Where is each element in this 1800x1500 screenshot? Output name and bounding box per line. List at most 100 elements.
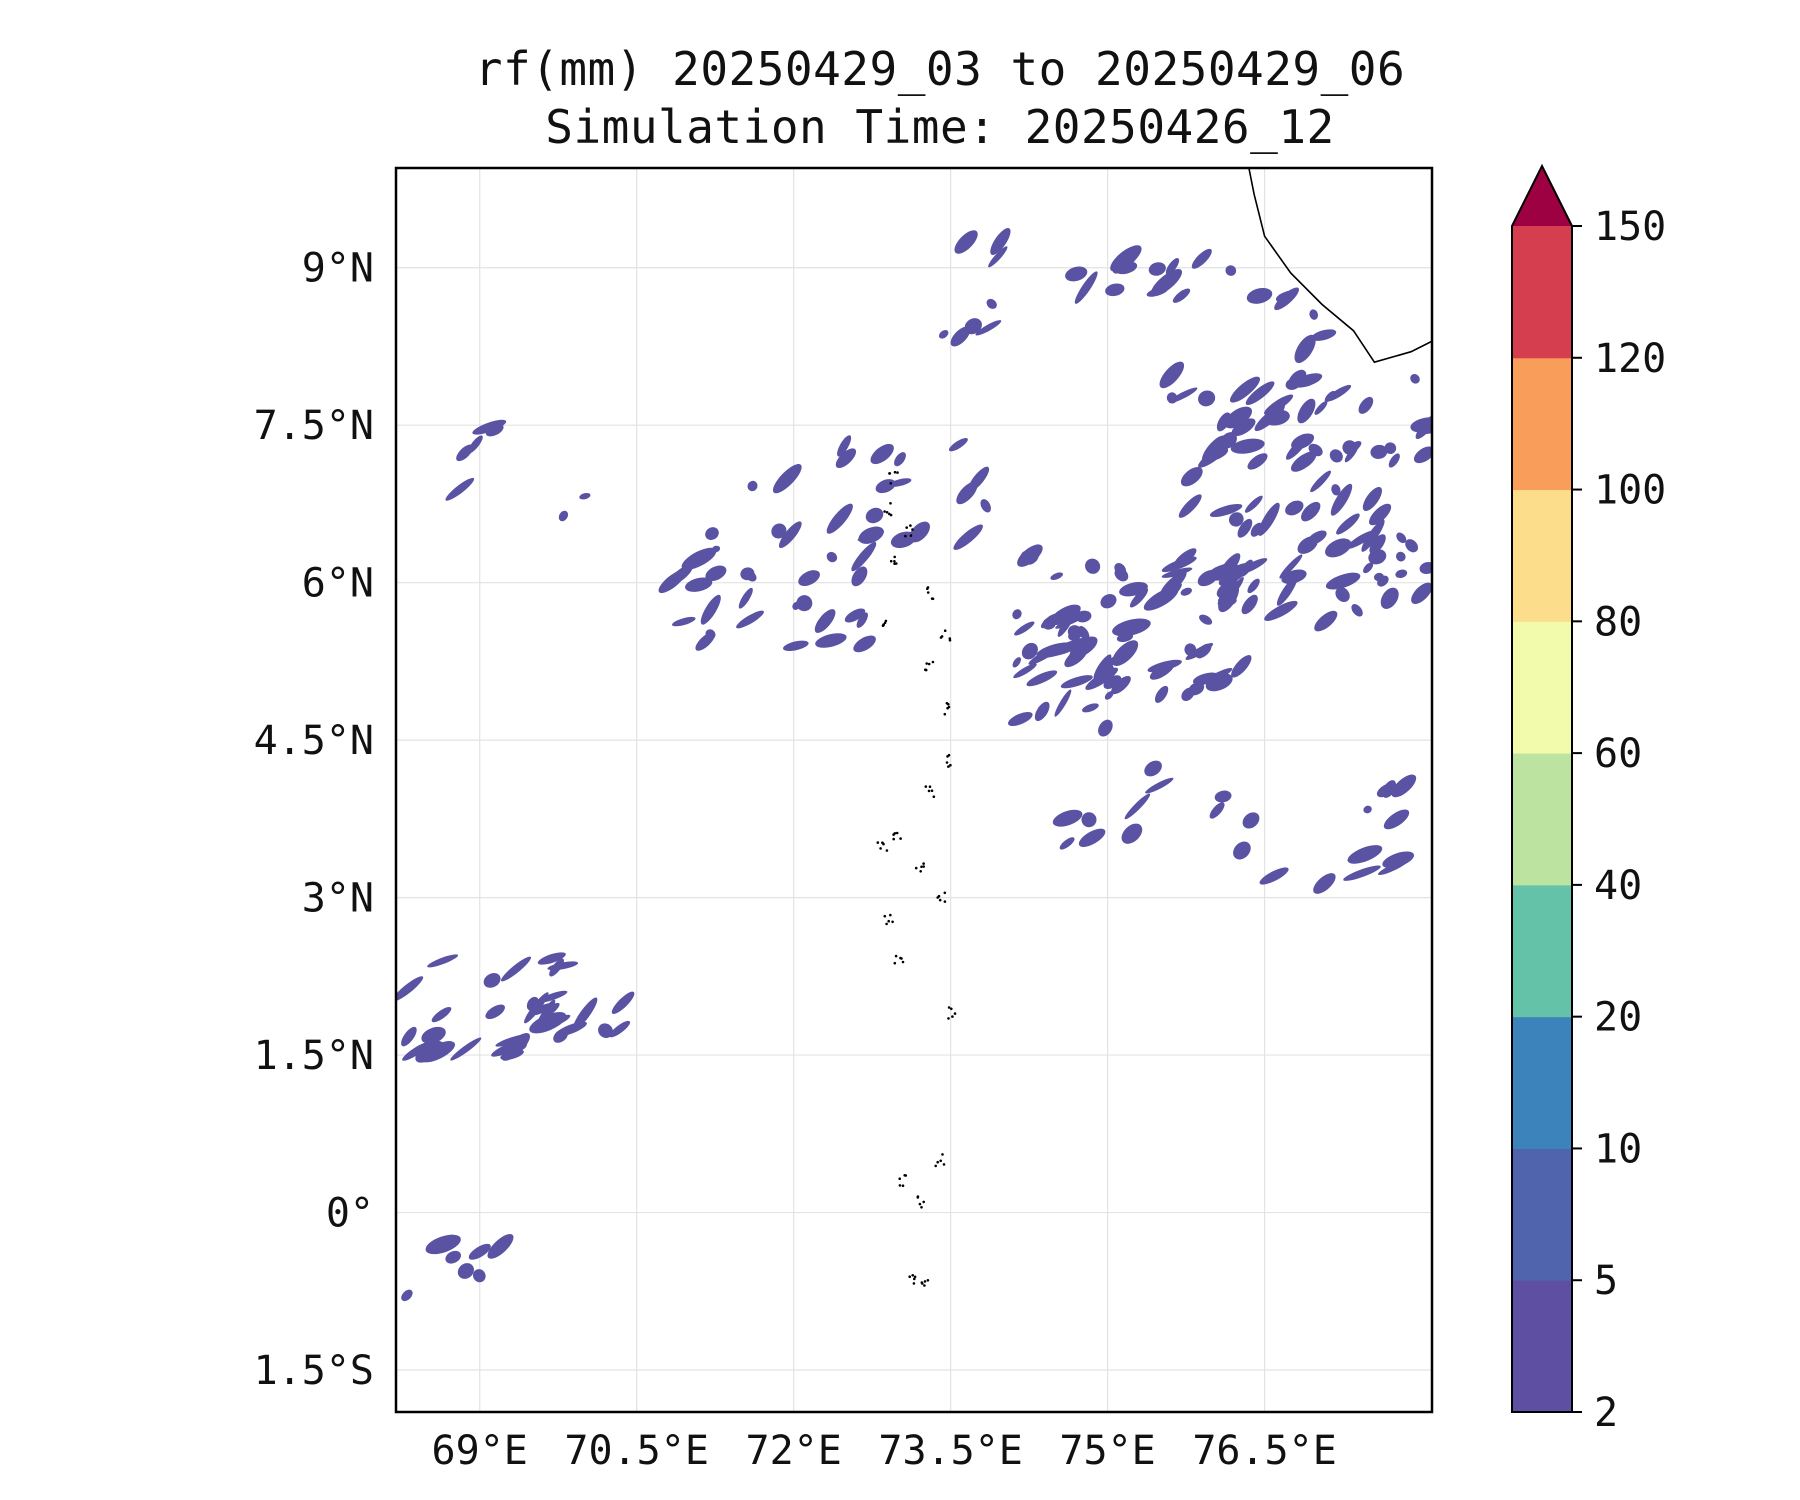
lat-tick-label: 1.5°N (254, 1033, 374, 1079)
rain-blob (1324, 390, 1336, 403)
rain-blob (695, 632, 715, 651)
rain-blob (853, 635, 876, 653)
rain-blob (1104, 691, 1114, 700)
rain-blob (450, 1037, 482, 1061)
rain-blob (1195, 643, 1212, 659)
rain-blob (1395, 569, 1408, 579)
rain-blob (537, 952, 566, 965)
rain-blob (1294, 334, 1316, 364)
rain-blob (1103, 675, 1122, 689)
rain-blob (1264, 394, 1294, 415)
rain-blob (1293, 373, 1323, 388)
rain-blob (857, 530, 885, 542)
lat-tick-label: 6°N (302, 561, 374, 607)
island-dot (922, 865, 925, 868)
rain-blob (1218, 563, 1250, 586)
island-dot (903, 1174, 906, 1177)
rain-blob (1050, 572, 1064, 580)
rain-blob (747, 480, 758, 492)
rain-blob (401, 1289, 413, 1302)
rain-blob (1225, 265, 1237, 276)
island-dot (947, 753, 951, 757)
island-dot (876, 841, 880, 844)
rain-blob (1285, 436, 1309, 460)
rain-blob (865, 507, 884, 524)
rain-blob (609, 1020, 631, 1038)
rain-blob (1013, 663, 1037, 679)
island-dot (947, 703, 950, 706)
lon-tick-label: 76.5°E (1192, 1428, 1337, 1474)
coastline (876, 168, 1432, 1287)
rain-blob (1065, 266, 1088, 282)
island-dot (945, 761, 949, 764)
rain-blob (1237, 518, 1253, 538)
island-dot (951, 1015, 954, 1018)
rain-blob (1159, 361, 1185, 389)
rain-blob (1361, 519, 1385, 552)
rain-blob (1297, 398, 1316, 424)
island-dot (946, 706, 949, 710)
island-dot (883, 510, 886, 513)
island-dot (904, 534, 907, 538)
island-dot (898, 1177, 901, 1180)
island-dot (923, 1280, 927, 1283)
rain-blob (1144, 760, 1162, 777)
rain-blob (1111, 675, 1131, 695)
colorbar-segment (1512, 226, 1572, 359)
rain-blob (1180, 587, 1192, 596)
island-dot (920, 1206, 923, 1209)
rain-blob (529, 1012, 567, 1034)
island-dot (912, 1282, 916, 1285)
lon-tick-label: 70.5°E (564, 1428, 709, 1474)
rain-blob (611, 991, 635, 1014)
rain-blob (1028, 645, 1061, 665)
island-dot (889, 482, 893, 485)
rain-blob (1368, 549, 1387, 565)
island-dot (926, 591, 930, 594)
rain-blob (1069, 636, 1098, 659)
rain-blob (1014, 621, 1035, 636)
rain-blob (826, 551, 838, 563)
rain-blob (1405, 539, 1419, 553)
rain-blob (1276, 576, 1298, 606)
island-dot (943, 629, 947, 632)
rain-blob (1330, 483, 1353, 516)
rain-blob (1285, 500, 1304, 516)
island-dot (898, 1184, 902, 1187)
rain-blob (856, 612, 868, 628)
island-dot (889, 559, 893, 563)
island-dot (924, 668, 928, 672)
rain-blob (1290, 451, 1317, 472)
rain-blob (889, 478, 912, 487)
island-dot (926, 586, 930, 589)
island-dot (885, 922, 888, 926)
island-dot (896, 471, 899, 474)
rain-blob (1201, 435, 1227, 463)
colorbar-level-label: 40 (1594, 863, 1642, 909)
island-dot (883, 621, 887, 625)
lon-tick-label: 69°E (432, 1428, 528, 1474)
colorbar-level-label: 150 (1594, 204, 1666, 250)
rain-blob (1228, 512, 1244, 527)
rain-blob (1114, 568, 1129, 582)
island-dot (919, 870, 922, 873)
rain-blob (798, 570, 820, 587)
rain-blob (772, 463, 802, 494)
island-dot (923, 1284, 926, 1287)
rain-blob (1258, 502, 1280, 536)
rain-blob (1172, 288, 1191, 303)
latitude-axis: 9°N 7.5°N 6°N 4.5°N 3°N 1.5°N 0° 1.5°S (254, 246, 374, 1394)
island-dot (953, 1012, 957, 1015)
rain-blob (572, 997, 598, 1031)
lon-tick-label: 73.5°E (878, 1428, 1023, 1474)
island-dot (891, 920, 894, 924)
rain-blob (558, 510, 569, 522)
rain-blob (1057, 610, 1076, 637)
rain-blob (1231, 418, 1256, 437)
rain-blob (1098, 719, 1113, 737)
island-dot (893, 470, 897, 474)
rain-blob (500, 956, 532, 982)
rain-blob (401, 1026, 417, 1047)
rain-blob (672, 616, 696, 627)
map-frame (394, 166, 1434, 1414)
